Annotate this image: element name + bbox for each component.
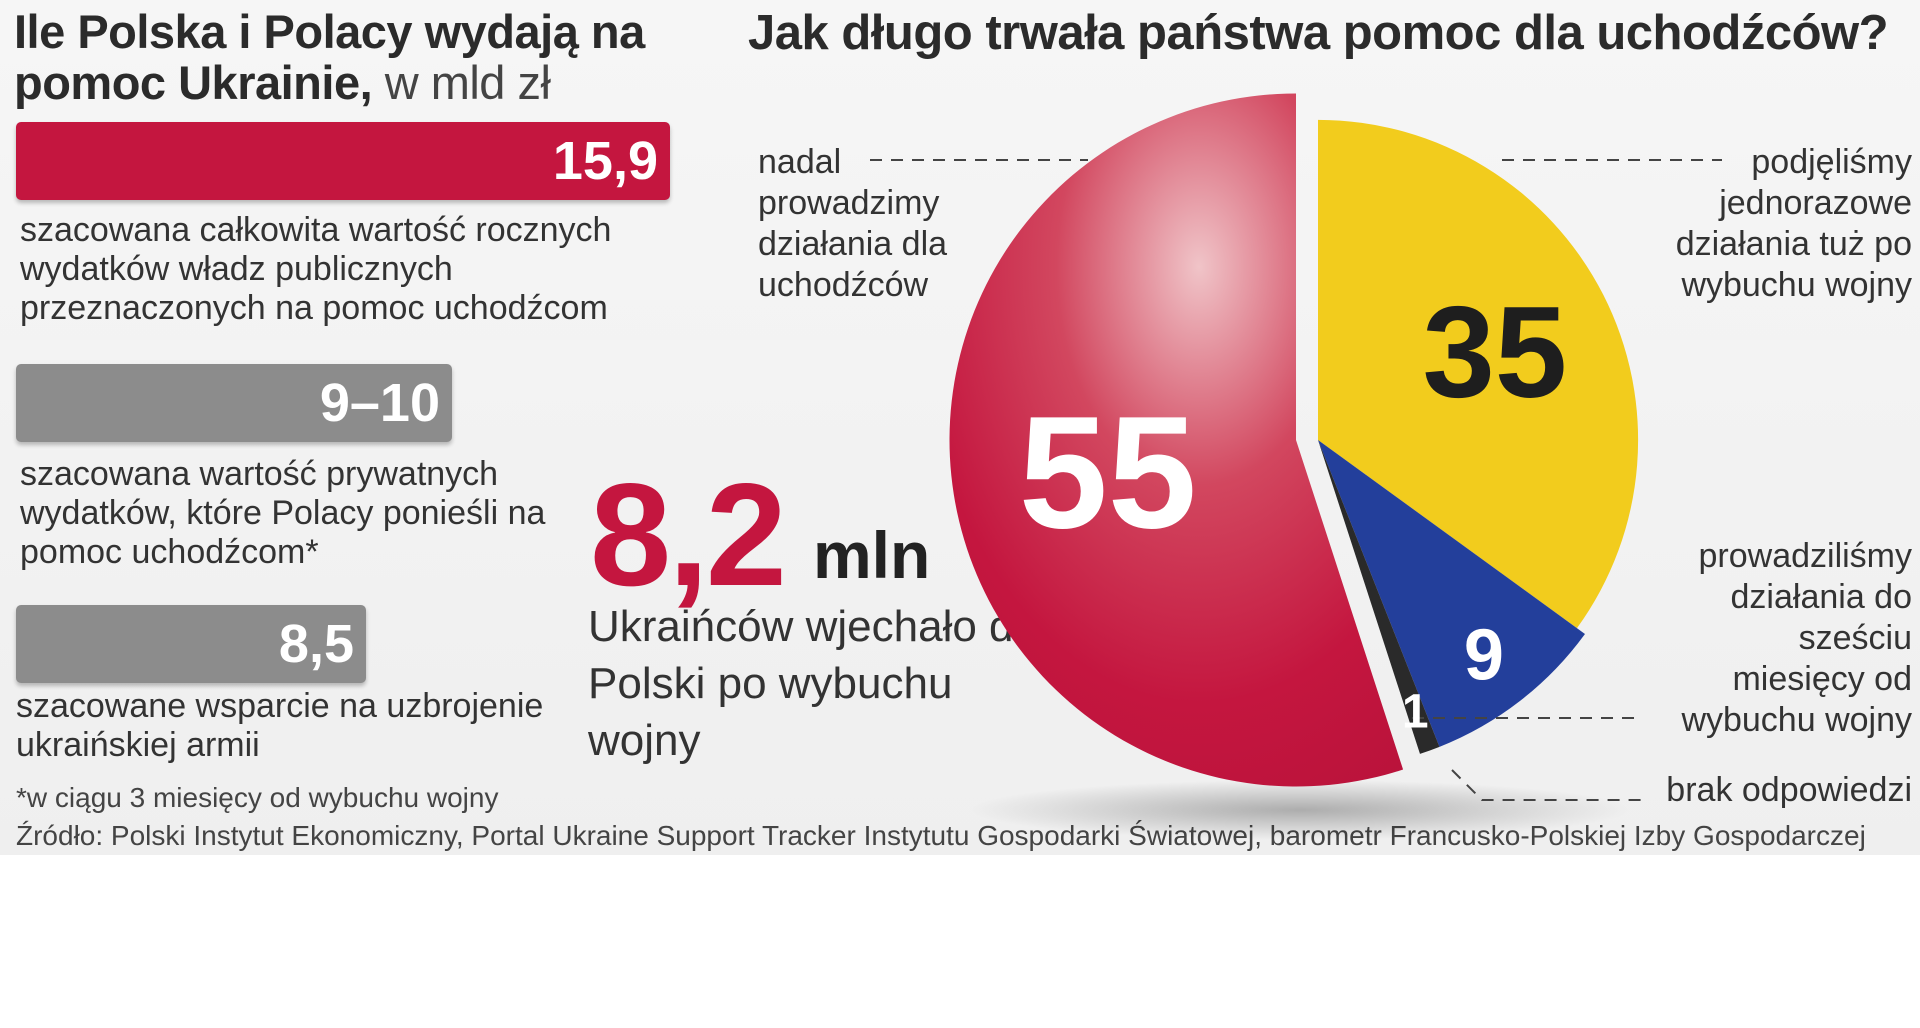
bar-value-label: 9–10 bbox=[319, 373, 440, 433]
bar-military-support-desc: szacowane wsparcie na uzbrojenie ukraińs… bbox=[16, 687, 544, 764]
pie-label-no-answer: brak odpowiedzi bbox=[1666, 771, 1912, 809]
bar-military-support: 8,5 bbox=[16, 605, 366, 683]
refugee-count-number: 8,2 bbox=[590, 453, 787, 616]
bar-value-label: 8,5 bbox=[278, 614, 354, 674]
bar-private-spending-desc: szacowana wartość prywatnych wydatków, k… bbox=[20, 455, 546, 571]
pie-label-one-time: podjęliśmy jednorazowe działania tuż po … bbox=[1675, 143, 1912, 304]
left-title-text: Ile Polska i Polacy wydają na pomoc Ukra… bbox=[14, 5, 645, 109]
bar-public-spending: 15,9 bbox=[16, 122, 670, 200]
refugee-count-unit: mln bbox=[813, 518, 931, 592]
pie-slice-one-time bbox=[1318, 119, 1639, 629]
left-title-unit: w mld zł bbox=[384, 56, 551, 109]
pie-value-one-time: 35 bbox=[1423, 279, 1568, 425]
pie-slice-ongoing bbox=[949, 93, 1404, 787]
bar-public-spending-desc: szacowana całkowita wartość rocznych wyd… bbox=[20, 211, 612, 327]
left-title: Ile Polska i Polacy wydają na pomoc Ukra… bbox=[14, 6, 674, 108]
bar-value-label: 15,9 bbox=[552, 131, 658, 191]
infographic-panel: Ile Polska i Polacy wydają na pomoc Ukra… bbox=[0, 0, 1920, 855]
pie-value-ongoing: 55 bbox=[1019, 382, 1197, 561]
pie-slice-no-answer bbox=[1318, 440, 1440, 754]
bar-private-spending: 9–10 bbox=[16, 364, 452, 442]
pie-slice-six-months bbox=[1318, 440, 1585, 747]
pie-chart-title: Jak długo trwała państwa pomoc dla uchod… bbox=[748, 6, 1889, 60]
pie-value-six-months: 9 bbox=[1464, 616, 1504, 696]
pie-label-ongoing: nadal prowadzimy działania dla uchodźców bbox=[758, 143, 948, 304]
refugee-count-desc: Ukraińców wjechało do Polski po wybuchu … bbox=[588, 602, 1038, 765]
pie-chart: 35 91 55 bbox=[870, 93, 1722, 840]
footnote: *w ciągu 3 miesięcy od wybuchu wojny bbox=[16, 782, 499, 813]
leader-line-no-answer bbox=[1451, 769, 1645, 801]
pie-label-six-months: prowadziliśmy działania do sześciu miesi… bbox=[1681, 537, 1912, 739]
pie-value-no-answer: 1 bbox=[1402, 685, 1429, 738]
